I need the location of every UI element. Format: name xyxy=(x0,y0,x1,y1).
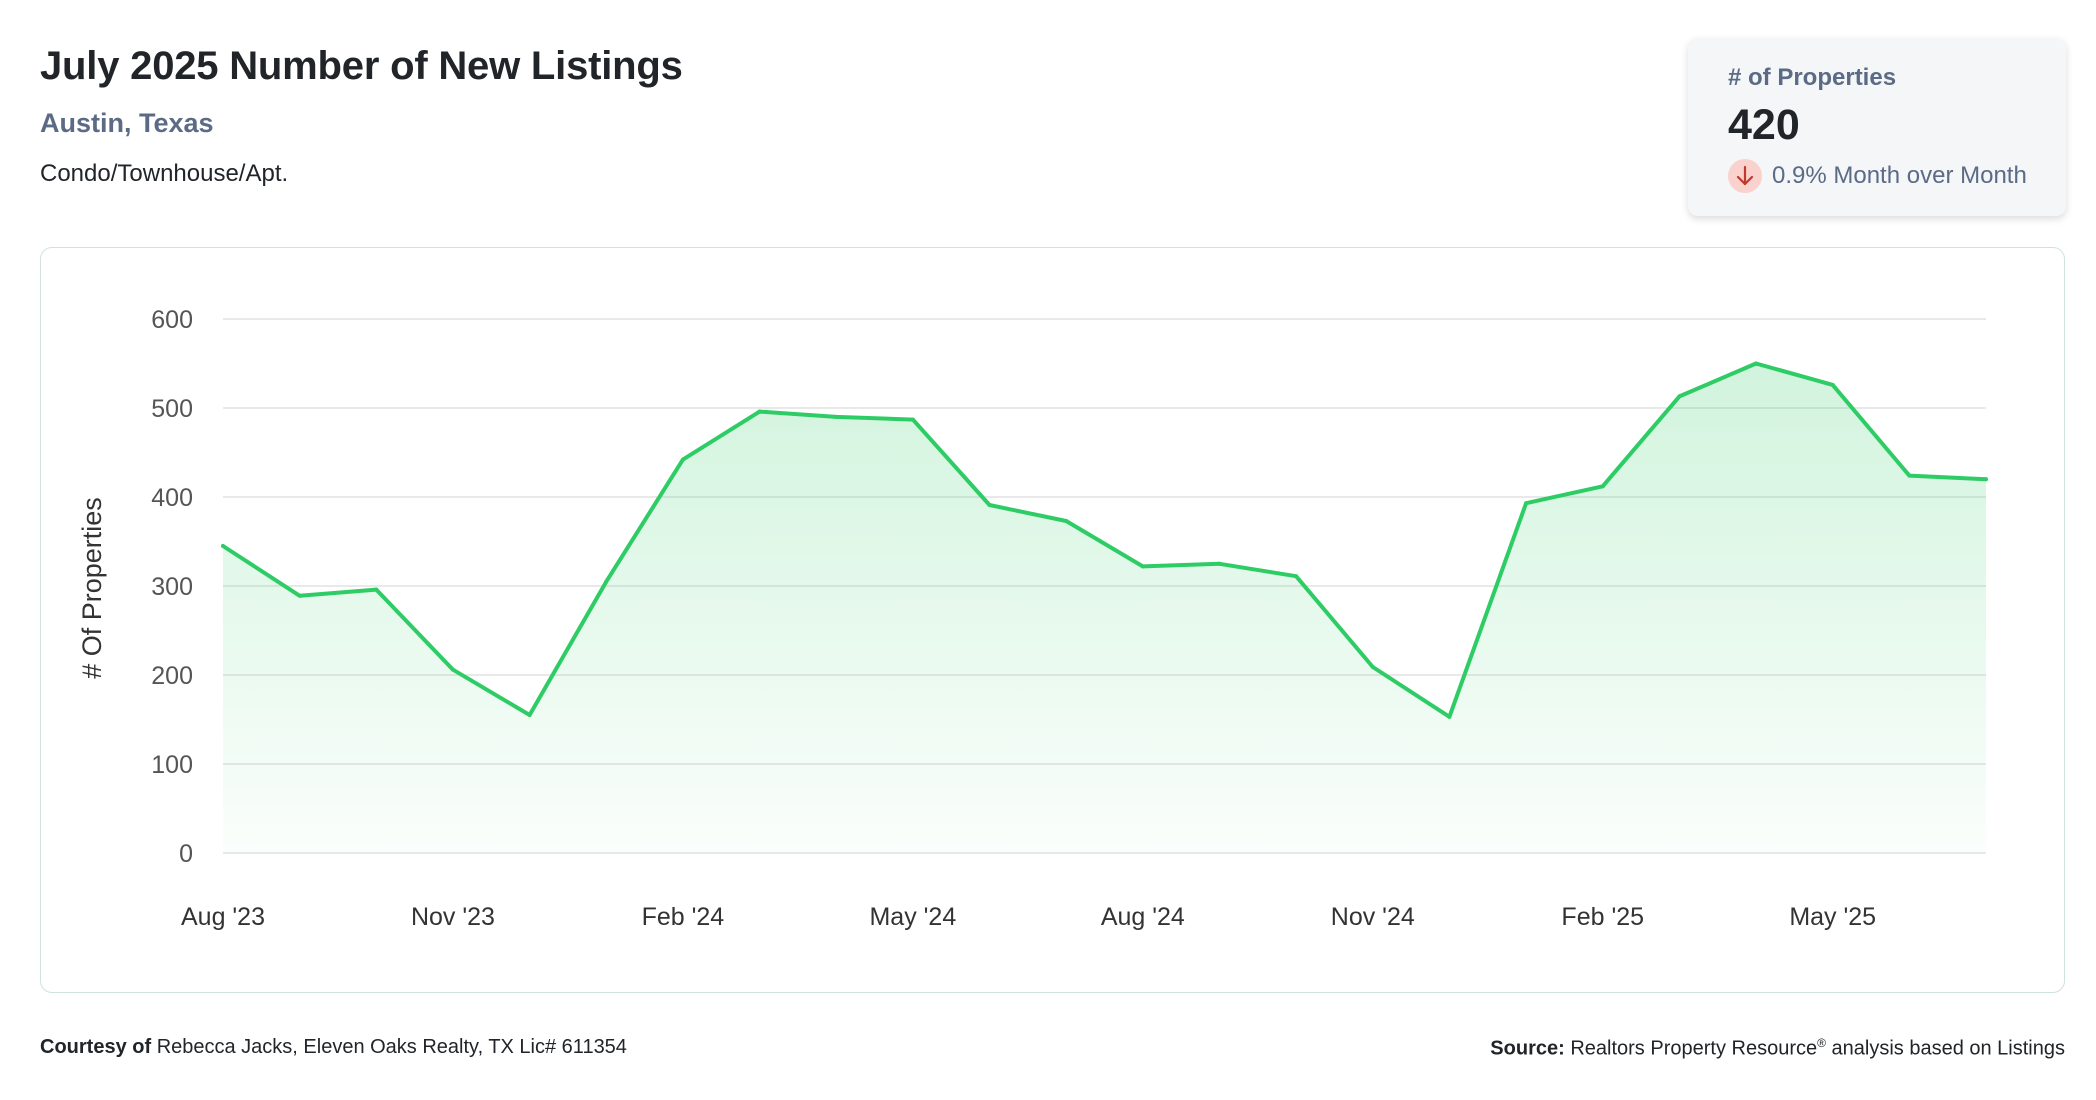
data-point xyxy=(1600,484,1605,489)
source-text: Realtors Property Resource xyxy=(1570,1037,1818,1060)
y-axis-label: # Of Properties xyxy=(77,497,107,679)
x-tick-label: Feb '25 xyxy=(1561,903,1644,931)
chart: 0 100 200 300 400 500 600 Aug '23 Nov '23 Feb '2… xyxy=(77,306,1988,931)
data-point xyxy=(1754,361,1759,366)
page-title: July 2025 Number of New Listings xyxy=(40,44,683,88)
x-tick-label: Feb '24 xyxy=(642,903,725,931)
stat-label: # of Properties xyxy=(1728,64,1897,91)
x-tick-label: Nov '23 xyxy=(411,903,495,931)
data-point xyxy=(757,409,762,414)
source-suffix: analysis based on Listings xyxy=(1831,1037,2065,1060)
y-tick-label: 300 xyxy=(151,573,193,601)
stat-value: 420 xyxy=(1728,101,1800,149)
data-point xyxy=(1907,473,1912,478)
data-point xyxy=(604,579,609,584)
data-point xyxy=(680,457,685,462)
data-point xyxy=(450,667,455,672)
data-point xyxy=(1370,664,1375,669)
x-tick-label: Aug '23 xyxy=(181,903,265,931)
data-point xyxy=(1830,382,1835,387)
data-point xyxy=(910,417,915,422)
series-line xyxy=(221,361,1988,719)
y-tick-label: 0 xyxy=(179,840,193,868)
data-point xyxy=(1447,714,1452,719)
courtesy-text: Rebecca Jacks, Eleven Oaks Realty, TX Li… xyxy=(156,1036,627,1058)
registered-mark: ® xyxy=(1817,1036,1826,1050)
y-tick-label: 100 xyxy=(151,751,193,779)
footer-source: Source: Realtors Property Resource® anal… xyxy=(1490,1036,2065,1061)
data-point xyxy=(1677,394,1682,399)
data-point xyxy=(834,414,839,419)
footer-courtesy: Courtesy of Rebecca Jacks, Eleven Oaks R… xyxy=(40,1036,627,1059)
stat-change-text: 0.9% Month over Month xyxy=(1772,162,2027,190)
data-point xyxy=(221,543,225,548)
x-tick-label: May '25 xyxy=(1789,903,1876,931)
source-label: Source: xyxy=(1490,1037,1565,1060)
location-subtitle: Austin, Texas xyxy=(40,108,214,138)
y-tick-label: 500 xyxy=(151,395,193,423)
data-point xyxy=(297,593,302,598)
chart-frame: 0 100 200 300 400 500 600 Aug '23 Nov '23 Feb '2… xyxy=(40,247,2065,993)
data-points xyxy=(221,361,1988,719)
data-point xyxy=(1294,574,1299,579)
y-tick-labels: 0 100 200 300 400 500 600 xyxy=(151,306,193,868)
stat-card: # of Properties 420 0.9% Month over Mont… xyxy=(1688,38,2066,216)
arrow-down-icon xyxy=(1728,159,1762,194)
data-point xyxy=(1140,564,1145,569)
data-point xyxy=(1524,501,1529,506)
x-tick-label: Nov '24 xyxy=(1331,903,1415,931)
y-tick-label: 400 xyxy=(151,484,193,512)
property-type-label: Condo/Townhouse/Apt. xyxy=(40,160,289,187)
x-tick-label: Aug '24 xyxy=(1101,903,1185,931)
series-area xyxy=(223,363,1986,853)
data-point xyxy=(1984,477,1988,482)
y-tick-label: 200 xyxy=(151,662,193,690)
data-point xyxy=(1217,561,1222,566)
data-point xyxy=(374,587,379,592)
courtesy-label: Courtesy of xyxy=(40,1036,152,1058)
y-tick-label: 600 xyxy=(151,306,193,334)
stat-change: 0.9% Month over Month xyxy=(1728,159,2066,194)
x-tick-label: May '24 xyxy=(869,903,956,931)
data-point xyxy=(987,503,992,508)
x-tick-labels: Aug '23 Nov '23 Feb '24 May '24 Aug '24 Nov '… xyxy=(181,903,1876,931)
data-point xyxy=(1064,519,1069,524)
data-point xyxy=(527,713,532,718)
